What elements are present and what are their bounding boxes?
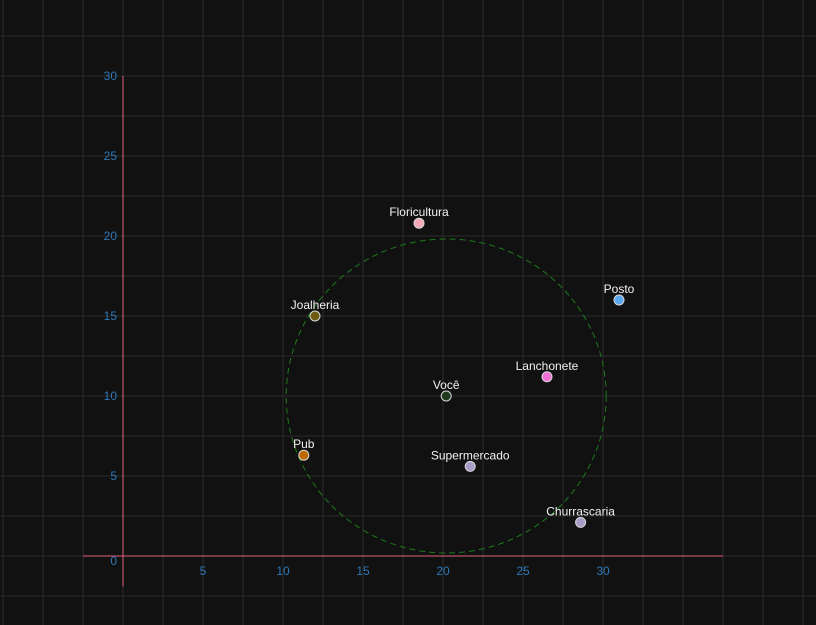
y-tick-label: 25 [104,149,118,163]
map-point[interactable]: Floricultura [389,205,449,229]
point-label: Joalheria [291,298,340,312]
axes [83,76,723,587]
map-point[interactable]: Você [433,378,460,402]
point-marker[interactable] [575,516,587,528]
y-tick-label: 0 [110,554,117,568]
y-tick-label: 20 [104,229,118,243]
x-tick-label: 5 [200,564,207,578]
point-label: Floricultura [389,205,449,219]
x-tick-label: 30 [596,564,610,578]
y-tick-label: 10 [104,389,118,403]
map-point[interactable]: Joalheria [291,298,340,322]
point-label: Lanchonete [516,359,579,373]
points-layer: Floricultura Posto Joalheria Lanchonete Você… [291,205,635,528]
map-point[interactable]: Lanchonete [516,359,579,383]
point-marker[interactable] [464,460,476,472]
range-circle [285,238,607,554]
map-point[interactable]: Churrascaria [546,504,615,528]
point-label: Pub [293,437,315,451]
map-point[interactable]: Pub [293,437,315,461]
x-tick-label: 20 [436,564,450,578]
y-tick-label: 5 [110,469,117,483]
x-tick-label: 10 [276,564,290,578]
point-label: Churrascaria [546,504,615,518]
y-tick-label: 15 [104,309,118,323]
point-marker[interactable] [309,310,321,322]
point-marker[interactable] [613,294,625,306]
point-label: Supermercado [431,448,510,462]
x-tick-label: 15 [356,564,370,578]
point-marker[interactable] [298,449,310,461]
range-circle-layer [285,238,607,554]
map-point[interactable]: Supermercado [431,448,510,472]
map-point[interactable]: Posto [604,282,635,306]
point-marker[interactable] [541,371,553,383]
x-tick-label: 25 [516,564,530,578]
point-label: Você [433,378,460,392]
tick-labels: 5 10 15 20 25 30 0 5 10 15 20 25 30 [104,69,610,578]
point-marker[interactable] [440,390,452,402]
point-marker[interactable] [413,217,425,229]
y-tick-label: 30 [104,69,118,83]
point-label: Posto [604,282,635,296]
